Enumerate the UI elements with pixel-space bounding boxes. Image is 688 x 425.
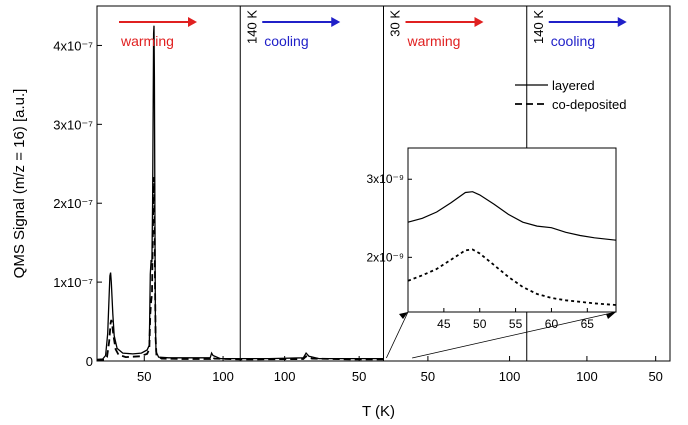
y-tick-label: 0 bbox=[86, 354, 93, 369]
direction-label: warming bbox=[120, 33, 174, 49]
label-layer: 0 1x10⁻⁷ 2x10⁻⁷ 3x10⁻⁷ 4x10⁻⁷ 50 100 100 50 50 100… bbox=[11, 10, 663, 420]
inset-y-tick-label: 2x10⁻⁹ bbox=[367, 250, 405, 264]
series-line-co-deposited bbox=[96, 177, 384, 362]
inset-guide-arrowhead bbox=[606, 312, 616, 319]
inset-x-tick-label: 45 bbox=[437, 317, 451, 331]
direction-arrow-head bbox=[331, 17, 341, 27]
x-tick-label: 50 bbox=[648, 369, 662, 384]
legend-label: layered bbox=[552, 78, 595, 93]
y-axis-label: QMS Signal (m/z = 16) [a.u.] bbox=[11, 89, 28, 279]
inset-guide-left bbox=[386, 311, 409, 359]
temperature-marker: 30 K bbox=[388, 10, 403, 37]
x-tick-label: 50 bbox=[137, 369, 151, 384]
x-tick-label: 100 bbox=[274, 369, 296, 384]
direction-arrow-head bbox=[188, 17, 197, 27]
inset-guide-arrowhead bbox=[399, 312, 408, 319]
inset-layer: 45 50 55 60 65 2x10⁻⁹ 3x10⁻⁹ bbox=[367, 147, 617, 359]
direction-arrow-head bbox=[617, 17, 627, 27]
direction-label: cooling bbox=[551, 33, 595, 49]
inset-x-tick-label: 60 bbox=[545, 317, 559, 331]
inset-x-tick-label: 55 bbox=[509, 317, 523, 331]
x-tick-label: 100 bbox=[499, 369, 521, 384]
x-tick-label: 100 bbox=[212, 369, 234, 384]
inset-guide-right bbox=[412, 311, 617, 359]
direction-label: cooling bbox=[264, 33, 308, 49]
y-tick-label: 3x10⁻⁷ bbox=[53, 117, 93, 132]
legend-label: co-deposited bbox=[552, 97, 626, 112]
x-axis-label: T (K) bbox=[362, 403, 395, 420]
y-tick-label: 2x10⁻⁷ bbox=[53, 196, 93, 211]
y-tick-label: 1x10⁻⁷ bbox=[53, 275, 93, 290]
series-layer bbox=[96, 25, 384, 362]
direction-label: warming bbox=[407, 33, 461, 49]
temperature-marker: 140 K bbox=[531, 10, 546, 44]
x-tick-label: 100 bbox=[576, 369, 598, 384]
inset-series-line-co-deposited bbox=[407, 248, 617, 306]
inset-x-tick-label: 50 bbox=[473, 317, 487, 331]
direction-arrow-head bbox=[474, 17, 484, 27]
temperature-marker: 140 K bbox=[244, 10, 259, 44]
inset-frame bbox=[407, 147, 617, 313]
inset-series-line-layered bbox=[407, 191, 617, 241]
inset-y-tick-label: 3x10⁻⁹ bbox=[367, 172, 405, 186]
inset-x-tick-label: 65 bbox=[581, 317, 595, 331]
y-tick-label: 4x10⁻⁷ bbox=[53, 38, 93, 53]
x-tick-label: 50 bbox=[421, 369, 435, 384]
x-tick-label: 50 bbox=[352, 369, 366, 384]
